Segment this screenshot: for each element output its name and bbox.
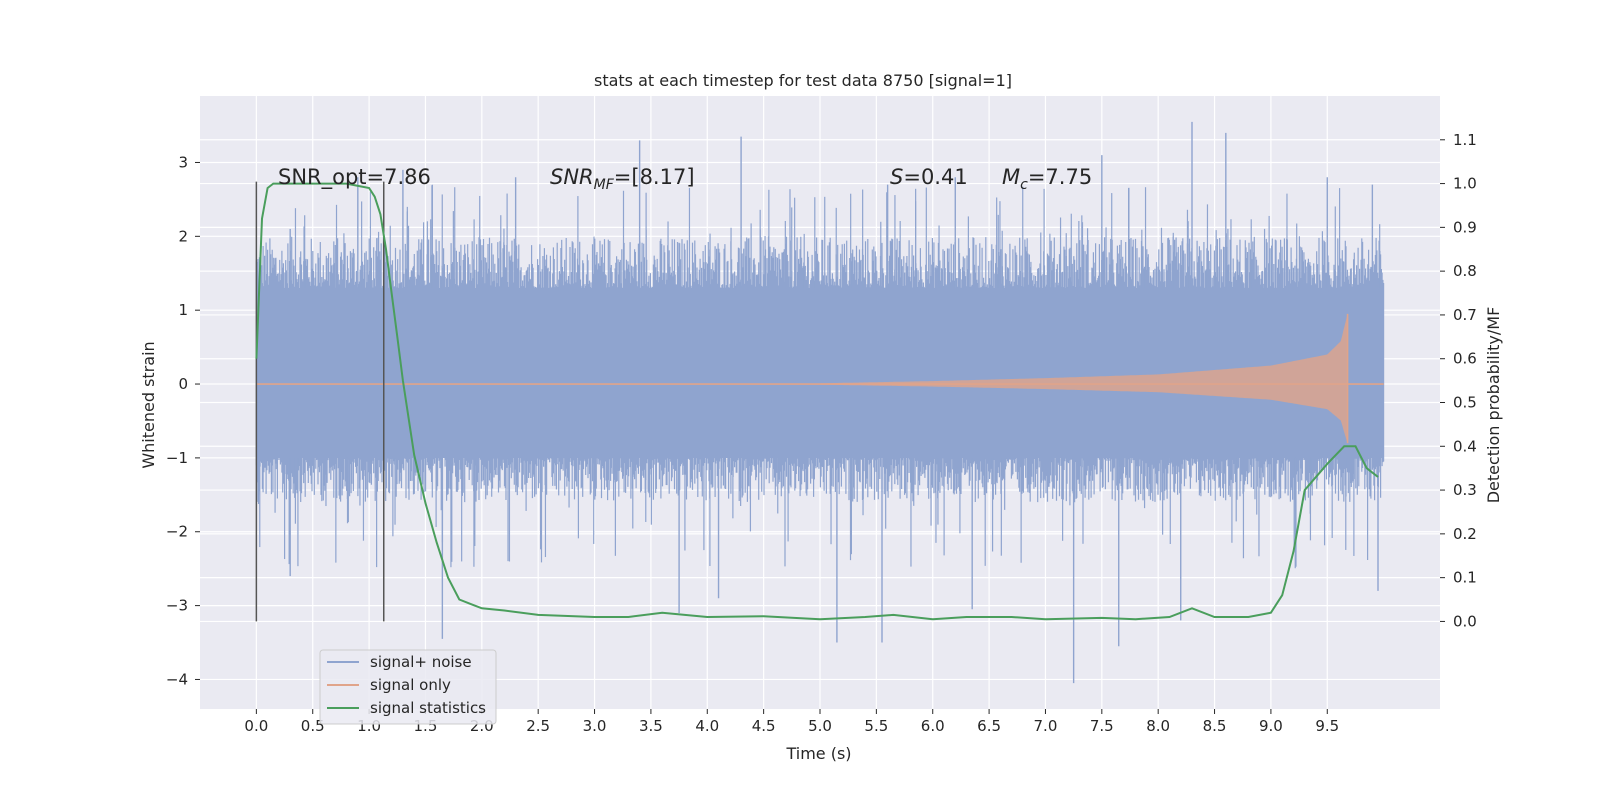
- x-tick-label: 4.5: [752, 717, 776, 735]
- x-tick-label: 2.5: [526, 717, 550, 735]
- snr-mf-annotation: SNRMF=[8.17]: [550, 165, 695, 193]
- x-tick-label: 3.0: [583, 717, 607, 735]
- right-tick-label: 1.1: [1453, 131, 1477, 149]
- right-tick-label: 0.1: [1453, 569, 1477, 587]
- right-tick-label: 0.7: [1453, 306, 1477, 324]
- x-tick-label: 7.5: [1090, 717, 1114, 735]
- legend: signal+ noise signal only signal statist…: [319, 649, 497, 725]
- y-tick-label: −4: [166, 670, 188, 688]
- x-tick-label: 6.0: [921, 717, 945, 735]
- right-tick-label: 0.2: [1453, 525, 1477, 543]
- right-tick-label: 0.4: [1453, 437, 1477, 455]
- y-tick-label: 3: [178, 153, 188, 171]
- x-tick-label: 9.5: [1315, 717, 1339, 735]
- x-tick-label: 8.5: [1203, 717, 1227, 735]
- y-tick-label: 2: [178, 227, 188, 245]
- x-tick-label: 9.0: [1259, 717, 1283, 735]
- right-tick-label: 0.5: [1453, 394, 1477, 412]
- signal-statistics-line: [255, 182, 1379, 621]
- legend-box: [319, 649, 497, 725]
- y-tick-label: 0: [178, 375, 188, 393]
- y-tick-label: 1: [178, 301, 188, 319]
- right-tick-label: 0.8: [1453, 262, 1477, 280]
- y-tick-label: −1: [166, 449, 188, 467]
- legend-label-signal-only: signal only: [370, 676, 451, 694]
- x-tick-label: 5.5: [864, 717, 888, 735]
- y-tick-label: −3: [166, 597, 188, 615]
- signal-only-envelope: [797, 313, 1348, 444]
- y-axis-ticks: 3 2 1 0 −1 −2 −3 −4: [166, 153, 200, 688]
- x-tick-label: 0.5: [301, 717, 325, 735]
- x-axis-ticks: 0.0 0.5 1.0 1.5 2.0 2.5 3.0 3.5 4.0 4.5 5.0 5.5 6.0 6…: [244, 709, 1339, 735]
- right-tick-label: 0.3: [1453, 481, 1477, 499]
- vertical-markers: [255, 181, 385, 622]
- x-tick-label: 5.0: [808, 717, 832, 735]
- right-tick-label: 0.9: [1453, 218, 1477, 236]
- right-axis-ticks: 1.1 1.0 0.9 0.8 0.7 0.6 0.5 0.4 0.3 0.2 0.1 0.0: [1440, 131, 1477, 630]
- legend-label-signal-noise: signal+ noise: [370, 653, 472, 671]
- x-tick-label: 8.0: [1146, 717, 1170, 735]
- snr-opt-annotation: SNR_opt=7.86: [278, 165, 431, 190]
- legend-label-signal-statistics: signal statistics: [370, 699, 486, 717]
- right-tick-label: 0.0: [1453, 612, 1477, 630]
- right-axis-label: Detection probability/MF: [1484, 307, 1503, 504]
- x-tick-label: 4.0: [695, 717, 719, 735]
- s-annotation: S=0.41: [890, 165, 968, 189]
- x-axis-label: Time (s): [785, 744, 851, 763]
- x-tick-label: 7.0: [1034, 717, 1058, 735]
- x-tick-label: 6.5: [977, 717, 1001, 735]
- right-tick-label: 1.0: [1453, 175, 1477, 193]
- y-axis-label: Whitened strain: [139, 341, 158, 468]
- mc-annotation: Mc=7.75: [1002, 165, 1092, 193]
- x-tick-label: 3.5: [639, 717, 663, 735]
- x-tick-label: 0.0: [244, 717, 268, 735]
- signal-only-series: [256, 313, 1384, 444]
- right-tick-label: 0.6: [1453, 350, 1477, 368]
- signal-statistics-series: [255, 182, 1379, 621]
- y-tick-label: −2: [166, 523, 188, 541]
- chart-title: stats at each timestep for test data 875…: [594, 71, 1012, 90]
